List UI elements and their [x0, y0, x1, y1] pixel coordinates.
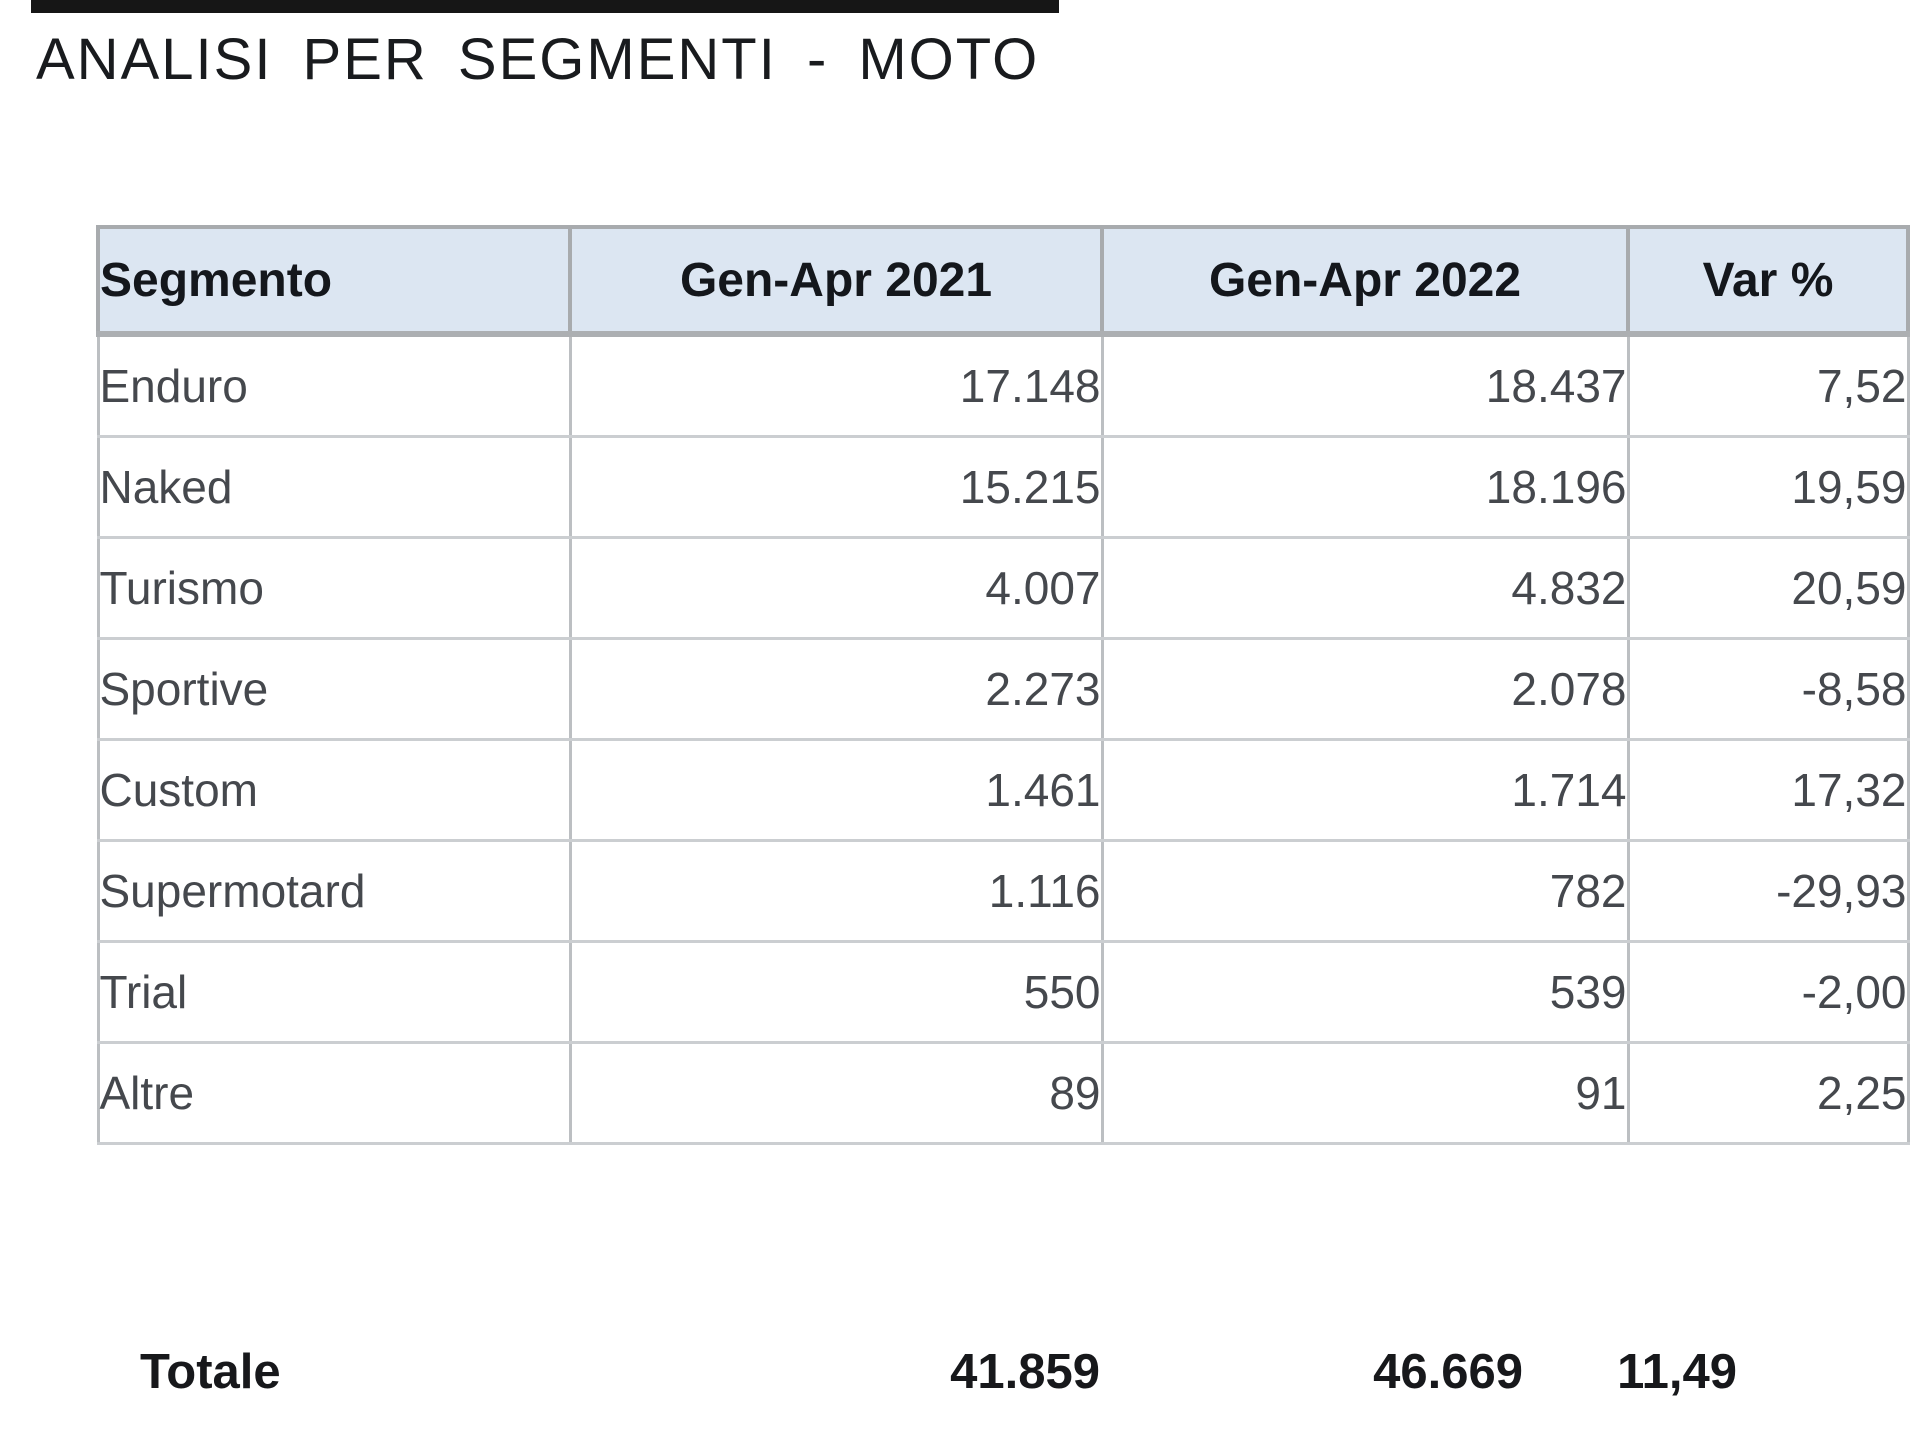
value-2021-cell: 4.007: [568, 536, 1104, 640]
value-2022-cell: 2.078: [1100, 637, 1630, 741]
var-pct-cell: 19,59: [1626, 435, 1910, 539]
var-pct-cell: -2,00: [1626, 940, 1910, 1044]
value-2022-cell: 91: [1100, 1041, 1630, 1145]
value-2022-cell: 1.714: [1100, 738, 1630, 842]
cut-off-text-strip: [31, 0, 1059, 13]
table-row: Turismo 4.007 4.832 20,59: [96, 536, 1910, 640]
var-pct-cell: -8,58: [1626, 637, 1910, 741]
var-pct-cell: 17,32: [1626, 738, 1910, 842]
column-header-segmento: Segmento: [96, 225, 572, 337]
value-2021-cell: 89: [568, 1041, 1104, 1145]
segment-cell: Trial: [96, 940, 572, 1044]
column-header-gen-apr-2021: Gen-Apr 2021: [568, 225, 1104, 337]
totals-row: Totale 41.859 46.669 11,49: [0, 1344, 1920, 1414]
segment-cell: Enduro: [96, 332, 572, 438]
total-2021: 41.859: [950, 1345, 1100, 1399]
value-2021-cell: 1.116: [568, 839, 1104, 943]
table-row: Custom 1.461 1.714 17,32: [96, 738, 1910, 842]
value-2022-cell: 539: [1100, 940, 1630, 1044]
table-row: Enduro 17.148 18.437 7,52: [96, 332, 1910, 438]
value-2021-cell: 15.215: [568, 435, 1104, 539]
var-pct-cell: 7,52: [1626, 332, 1910, 438]
segment-cell: Turismo: [96, 536, 572, 640]
table-row: Altre 89 91 2,25: [96, 1041, 1910, 1145]
total-var-pct: 11,49: [1617, 1345, 1737, 1399]
segment-cell: Sportive: [96, 637, 572, 741]
var-pct-cell: 2,25: [1626, 1041, 1910, 1145]
segments-table: Segmento Gen-Apr 2021 Gen-Apr 2022 Var %…: [96, 225, 1910, 1145]
table-row: Supermotard 1.116 782 -29,93: [96, 839, 1910, 943]
segment-cell: Altre: [96, 1041, 572, 1145]
total-2022: 46.669: [1373, 1345, 1523, 1399]
segment-cell: Supermotard: [96, 839, 572, 943]
value-2021-cell: 1.461: [568, 738, 1104, 842]
var-pct-cell: -29,93: [1626, 839, 1910, 943]
segment-cell: Naked: [96, 435, 572, 539]
value-2021-cell: 17.148: [568, 332, 1104, 438]
total-label: Totale: [140, 1345, 281, 1399]
table-row: Trial 550 539 -2,00: [96, 940, 1910, 1044]
value-2021-cell: 550: [568, 940, 1104, 1044]
value-2022-cell: 4.832: [1100, 536, 1630, 640]
table-row: Sportive 2.273 2.078 -8,58: [96, 637, 1910, 741]
column-header-var-pct: Var %: [1626, 225, 1910, 337]
page-title: ANALISI PER SEGMENTI - MOTO: [36, 27, 1040, 92]
column-header-gen-apr-2022: Gen-Apr 2022: [1100, 225, 1630, 337]
table-row: Naked 15.215 18.196 19,59: [96, 435, 1910, 539]
value-2022-cell: 18.437: [1100, 332, 1630, 438]
var-pct-cell: 20,59: [1626, 536, 1910, 640]
value-2022-cell: 782: [1100, 839, 1630, 943]
value-2021-cell: 2.273: [568, 637, 1104, 741]
segment-cell: Custom: [96, 738, 572, 842]
table-header-row: Segmento Gen-Apr 2021 Gen-Apr 2022 Var %: [96, 225, 1910, 337]
value-2022-cell: 18.196: [1100, 435, 1630, 539]
